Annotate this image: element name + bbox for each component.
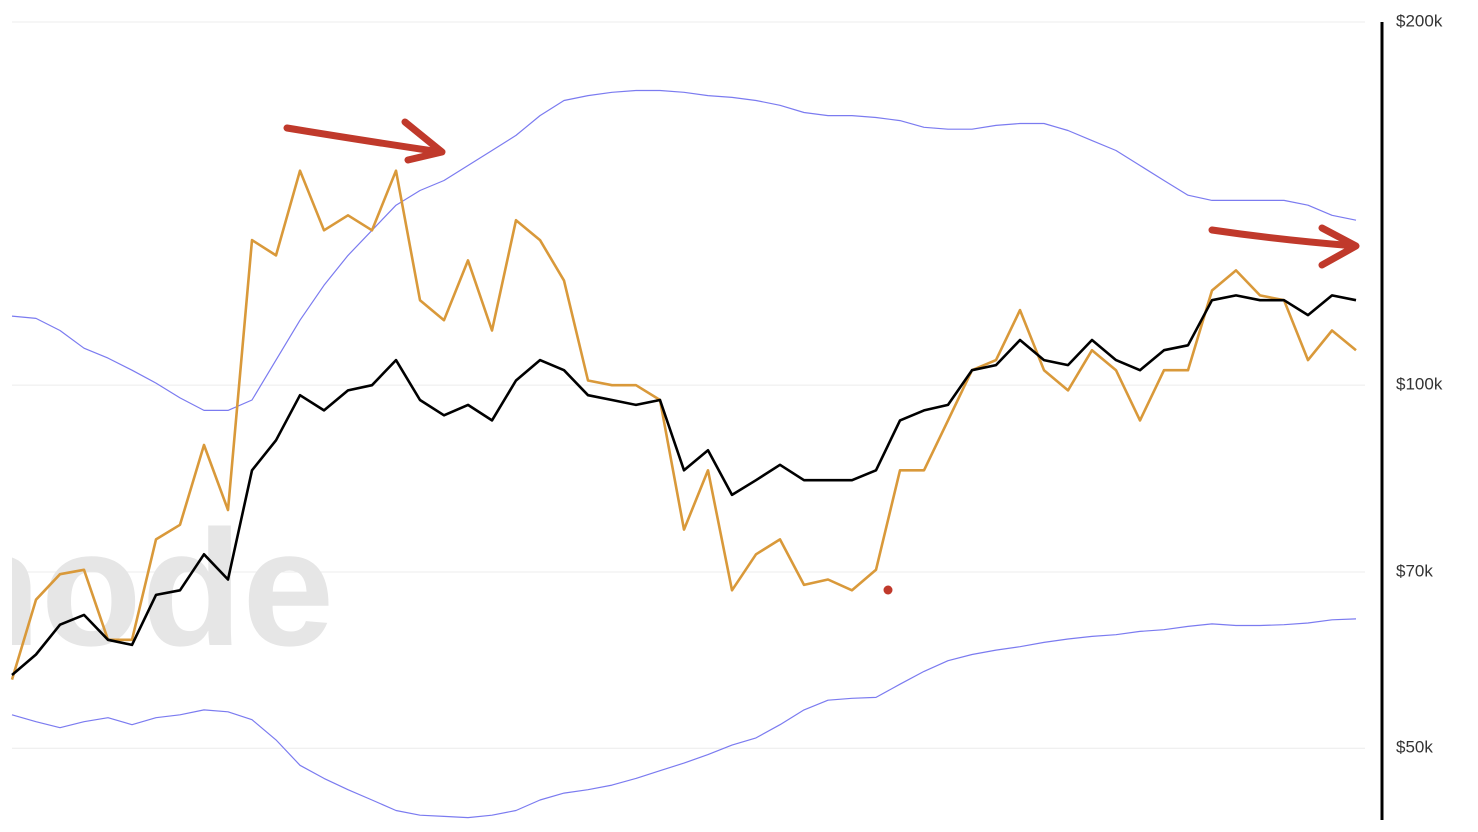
arrow-head — [401, 118, 446, 164]
arrow-head — [1318, 224, 1360, 269]
y-tick-label: $100k — [1396, 375, 1443, 394]
series-line — [11, 89, 1357, 411]
y-tick-label: $50k — [1396, 738, 1433, 757]
annotations — [283, 118, 1360, 269]
watermark: node — [0, 496, 334, 680]
annotation-dot — [883, 585, 893, 595]
arrow — [283, 124, 444, 156]
series-line — [10, 169, 1357, 680]
arrow — [1208, 226, 1359, 250]
grid — [12, 21, 1365, 749]
lines — [10, 89, 1357, 819]
y-tick-label: $70k — [1396, 561, 1433, 580]
y-tick-label: $200k — [1396, 12, 1443, 31]
watermark-area: node — [0, 496, 334, 680]
series-line — [11, 618, 1357, 819]
series-line — [11, 294, 1357, 676]
y-ticks: $200k $100k $70k $50k — [1396, 12, 1443, 757]
